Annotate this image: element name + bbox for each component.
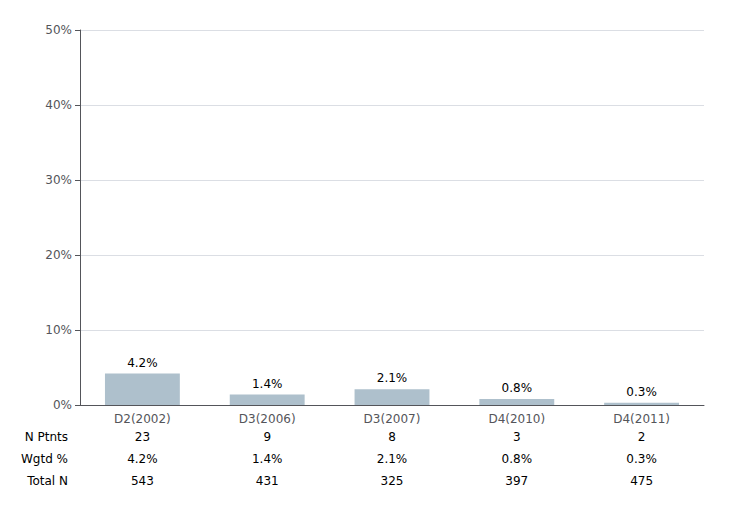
svg-text:23: 23: [135, 430, 150, 444]
svg-text:10%: 10%: [45, 323, 72, 337]
svg-text:D3(2006): D3(2006): [239, 412, 296, 426]
svg-text:1.4%: 1.4%: [252, 377, 283, 391]
svg-text:0.8%: 0.8%: [502, 381, 533, 395]
svg-text:431: 431: [256, 474, 279, 488]
svg-text:397: 397: [505, 474, 528, 488]
svg-text:2: 2: [638, 430, 646, 444]
svg-text:40%: 40%: [45, 98, 72, 112]
svg-text:0.3%: 0.3%: [626, 452, 657, 466]
svg-text:50%: 50%: [45, 23, 72, 37]
svg-text:325: 325: [381, 474, 404, 488]
svg-text:Wgtd %: Wgtd %: [21, 452, 68, 466]
svg-text:475: 475: [630, 474, 653, 488]
svg-text:4.2%: 4.2%: [127, 452, 158, 466]
svg-text:D4(2010): D4(2010): [488, 412, 545, 426]
svg-text:D4(2011): D4(2011): [613, 412, 670, 426]
svg-text:Total N: Total N: [26, 474, 68, 488]
svg-text:3: 3: [513, 430, 521, 444]
svg-text:0%: 0%: [53, 398, 72, 412]
svg-text:9: 9: [263, 430, 271, 444]
svg-text:2.1%: 2.1%: [377, 452, 408, 466]
svg-text:D3(2007): D3(2007): [364, 412, 421, 426]
svg-text:4.2%: 4.2%: [127, 356, 158, 370]
svg-text:0.3%: 0.3%: [626, 385, 657, 399]
svg-text:0.8%: 0.8%: [502, 452, 533, 466]
svg-text:N Ptnts: N Ptnts: [25, 430, 68, 444]
svg-text:D2(2002): D2(2002): [114, 412, 171, 426]
svg-text:30%: 30%: [45, 173, 72, 187]
svg-text:20%: 20%: [45, 248, 72, 262]
svg-text:543: 543: [131, 474, 154, 488]
svg-text:8: 8: [388, 430, 396, 444]
svg-text:2.1%: 2.1%: [377, 371, 408, 385]
svg-text:1.4%: 1.4%: [252, 452, 283, 466]
